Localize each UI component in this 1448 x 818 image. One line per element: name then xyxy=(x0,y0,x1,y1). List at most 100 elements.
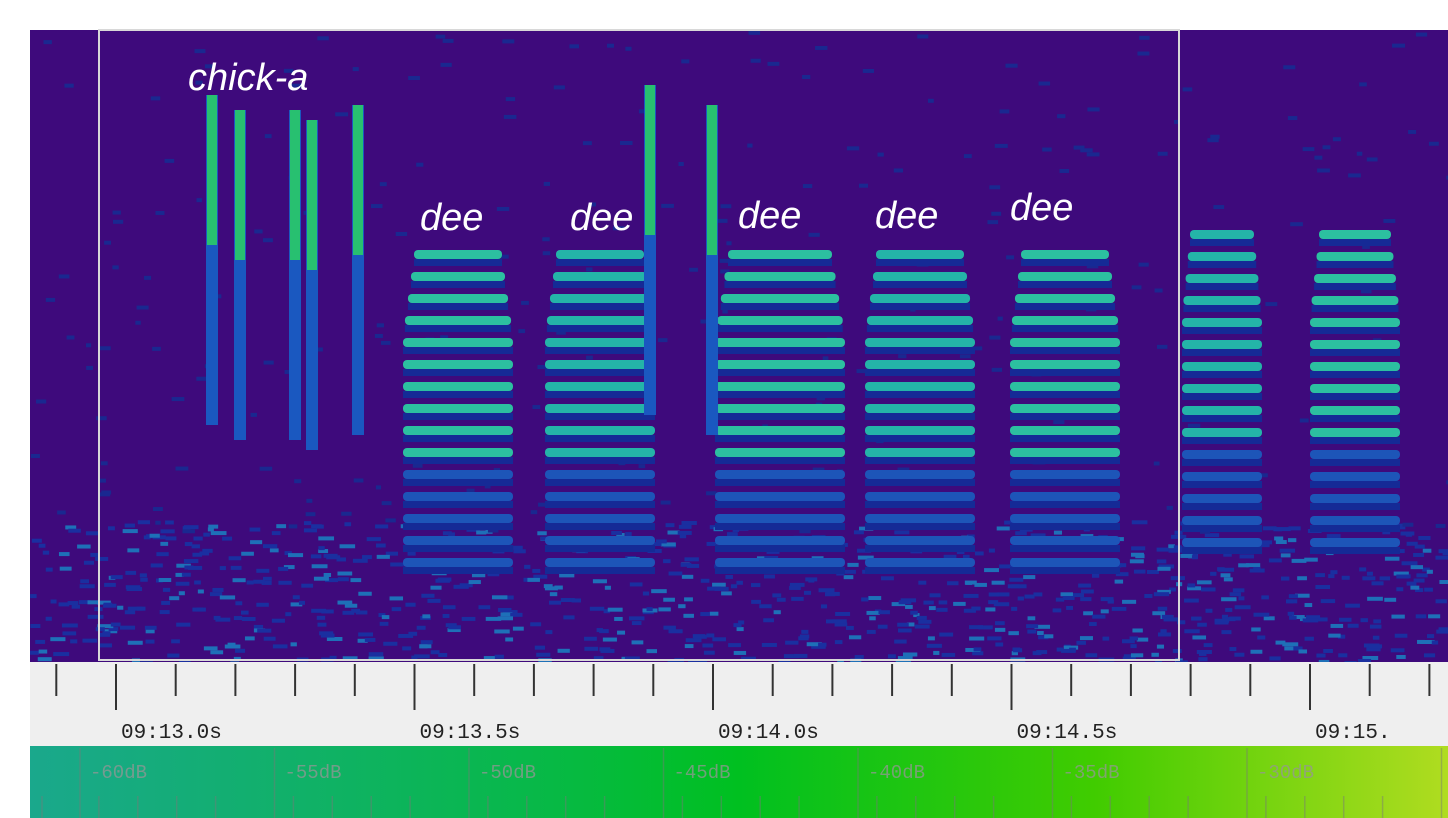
noise xyxy=(421,640,433,644)
noise xyxy=(801,630,808,634)
note-label: dee xyxy=(875,195,938,237)
noise xyxy=(1218,568,1234,572)
noise xyxy=(718,219,728,223)
noise xyxy=(643,592,649,596)
noise xyxy=(593,579,607,583)
harmonic xyxy=(403,347,513,354)
harmonic xyxy=(867,325,973,332)
noise xyxy=(443,614,450,618)
noise xyxy=(362,555,372,559)
noise xyxy=(733,623,741,627)
noise xyxy=(536,653,550,657)
noise xyxy=(1305,603,1313,607)
harmonic xyxy=(1010,404,1120,413)
noise xyxy=(1428,614,1440,618)
level-label: -55dB xyxy=(285,762,342,784)
noise xyxy=(260,467,273,471)
harmonic xyxy=(715,338,845,347)
noise xyxy=(273,644,288,648)
noise xyxy=(1439,627,1448,631)
chirp xyxy=(307,120,317,270)
noise xyxy=(257,629,271,633)
noise xyxy=(1416,573,1427,577)
harmonic xyxy=(715,391,845,398)
noise xyxy=(1028,616,1036,620)
noise xyxy=(1392,44,1405,48)
noise xyxy=(1204,643,1213,647)
noise xyxy=(1053,608,1062,612)
noise xyxy=(1180,554,1192,558)
noise xyxy=(1289,616,1297,620)
harmonic xyxy=(545,457,655,464)
noise xyxy=(435,579,450,583)
noise xyxy=(251,413,257,417)
noise xyxy=(1080,597,1091,601)
harmonic xyxy=(1010,413,1120,420)
noise xyxy=(182,529,195,533)
noise xyxy=(220,595,235,599)
noise xyxy=(256,603,269,607)
noise xyxy=(120,626,135,630)
noise xyxy=(542,237,549,241)
noise xyxy=(939,600,948,604)
time-label: 09:14.5s xyxy=(1017,722,1118,745)
harmonic xyxy=(553,281,647,288)
noise xyxy=(751,583,760,587)
harmonic xyxy=(1182,371,1262,378)
harmonic xyxy=(403,413,513,420)
noise xyxy=(569,44,579,48)
harmonic xyxy=(1312,305,1399,312)
noise xyxy=(988,600,998,604)
noise xyxy=(98,633,110,637)
noise xyxy=(985,607,995,611)
harmonic xyxy=(1182,450,1262,459)
harmonic xyxy=(1310,525,1400,532)
noise xyxy=(736,581,743,585)
noise xyxy=(1210,135,1219,139)
noise xyxy=(1164,617,1179,621)
harmonic xyxy=(1182,340,1262,349)
noise xyxy=(747,144,752,148)
noise xyxy=(809,233,820,237)
noise xyxy=(964,609,976,613)
noise xyxy=(997,526,1010,530)
noise xyxy=(1275,527,1290,531)
noise xyxy=(231,566,242,570)
harmonic xyxy=(715,558,845,567)
noise xyxy=(832,619,846,623)
level-label: -50dB xyxy=(479,762,536,784)
noise xyxy=(777,598,786,602)
noise xyxy=(382,615,390,619)
noise xyxy=(30,624,40,628)
noise xyxy=(68,601,79,605)
noise xyxy=(995,144,1008,148)
harmonic xyxy=(865,435,975,442)
noise xyxy=(1281,577,1289,581)
harmonic xyxy=(1310,327,1400,334)
harmonic xyxy=(403,558,513,567)
noise xyxy=(1423,549,1432,553)
noise xyxy=(706,633,714,637)
noise xyxy=(849,635,861,639)
noise xyxy=(586,356,593,360)
noise xyxy=(808,579,814,583)
noise xyxy=(749,31,760,35)
noise xyxy=(1286,599,1294,603)
noise xyxy=(57,510,66,514)
noise xyxy=(358,592,371,596)
harmonic xyxy=(403,501,513,508)
noise xyxy=(897,623,909,627)
noise xyxy=(1407,582,1417,586)
harmonic xyxy=(1186,274,1259,283)
noise xyxy=(293,595,300,599)
noise xyxy=(340,544,356,548)
noise xyxy=(44,40,52,44)
harmonic xyxy=(715,369,845,376)
noise xyxy=(663,626,675,630)
noise xyxy=(992,368,1002,372)
noise xyxy=(86,343,91,347)
noise xyxy=(314,577,329,581)
noise xyxy=(545,586,558,590)
noise xyxy=(1139,36,1149,40)
time-label: 09:14.0s xyxy=(718,722,819,745)
